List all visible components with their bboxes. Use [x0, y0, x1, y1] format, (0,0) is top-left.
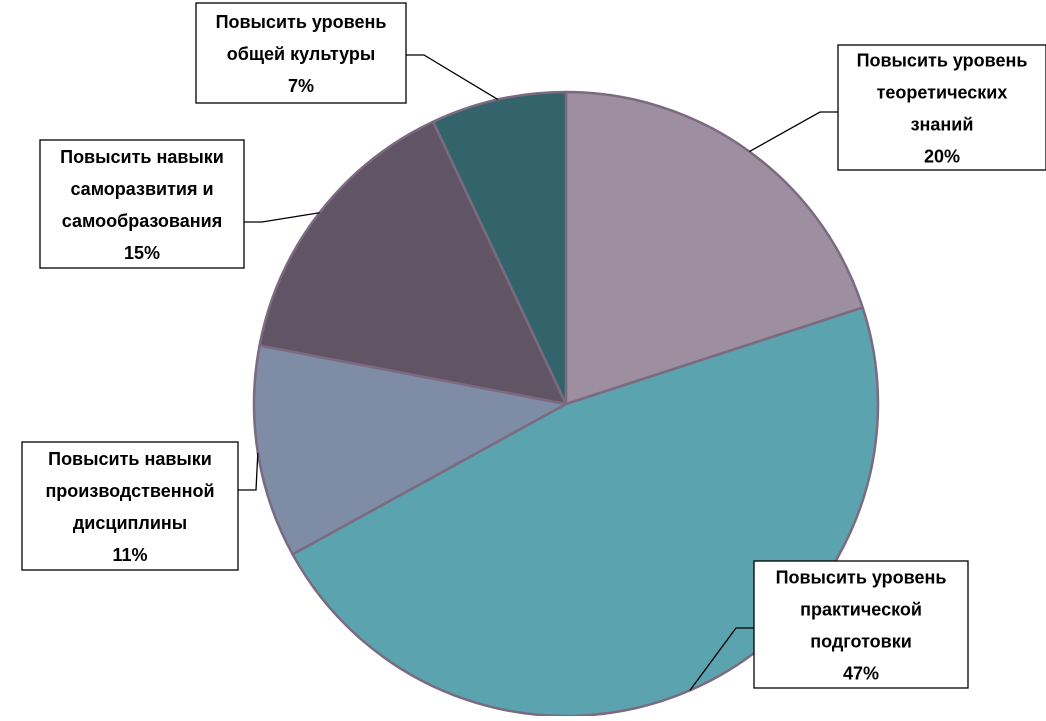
slice-category-label: теоретических	[877, 83, 1008, 103]
pie-slices	[252, 90, 880, 718]
leader-line	[406, 54, 499, 101]
label-box	[837, 44, 1046, 171]
label-box	[753, 560, 969, 689]
slice-value-label: 15%	[124, 243, 160, 263]
slice-callout: Повысить уровень теоретических знаний 20%	[749, 44, 1046, 171]
slice-label: Повысить навыки саморазвития и самообразов…	[60, 147, 224, 263]
slice-label: Повысить уровень теоретических знаний 20%	[857, 51, 1028, 167]
label-box	[21, 441, 239, 571]
leader-line	[749, 111, 838, 153]
slice-category-label: Повысить уровень	[216, 12, 387, 32]
slice-category-label: производственной	[45, 481, 214, 501]
slice-callout: Повысить уровень практической подготовки 47…	[689, 560, 969, 691]
slice-value-label: 47%	[843, 664, 879, 684]
slice-label: Повысить навыки производственной дисциплин…	[45, 449, 214, 565]
slice-value-label: 20%	[924, 147, 960, 167]
pie-slice	[431, 90, 568, 406]
slice-category-label: Повысить навыки	[48, 449, 212, 469]
pie-slice	[252, 344, 568, 556]
slice-category-label: знаний	[911, 115, 974, 135]
slice-category-label: подготовки	[810, 632, 912, 652]
slice-callout: Повысить навыки саморазвития и самообразов…	[39, 139, 320, 269]
slice-label: Повысить уровень практической подготовки 47…	[776, 568, 947, 684]
slice-category-label: общей культуры	[227, 44, 375, 64]
slice-callout: Повысить уровень общей культуры 7%	[195, 2, 499, 104]
slice-category-label: саморазвития и	[70, 179, 213, 199]
leader-line	[238, 452, 259, 491]
slice-category-label: Повысить уровень	[857, 51, 1028, 71]
slice-callout: Повысить навыки производственной дисциплин…	[21, 441, 259, 571]
leader-line	[244, 212, 320, 223]
slice-value-label: 11%	[112, 545, 147, 565]
slice-category-label: Повысить навыки	[60, 147, 224, 167]
slice-category-label: дисциплины	[73, 513, 187, 533]
slice-category-label: практической	[800, 600, 922, 620]
pie-labels: Повысить уровень теоретических знаний 20%По…	[21, 2, 1046, 691]
slice-label: Повысить уровень общей культуры 7%	[216, 12, 387, 96]
slice-category-label: Повысить уровень	[776, 568, 947, 588]
pie-slice	[564, 90, 864, 406]
slice-value-label: 7%	[288, 76, 314, 96]
slice-category-label: самообразования	[62, 211, 222, 231]
label-box	[39, 139, 245, 269]
leader-line	[689, 627, 754, 691]
label-box	[195, 2, 407, 104]
